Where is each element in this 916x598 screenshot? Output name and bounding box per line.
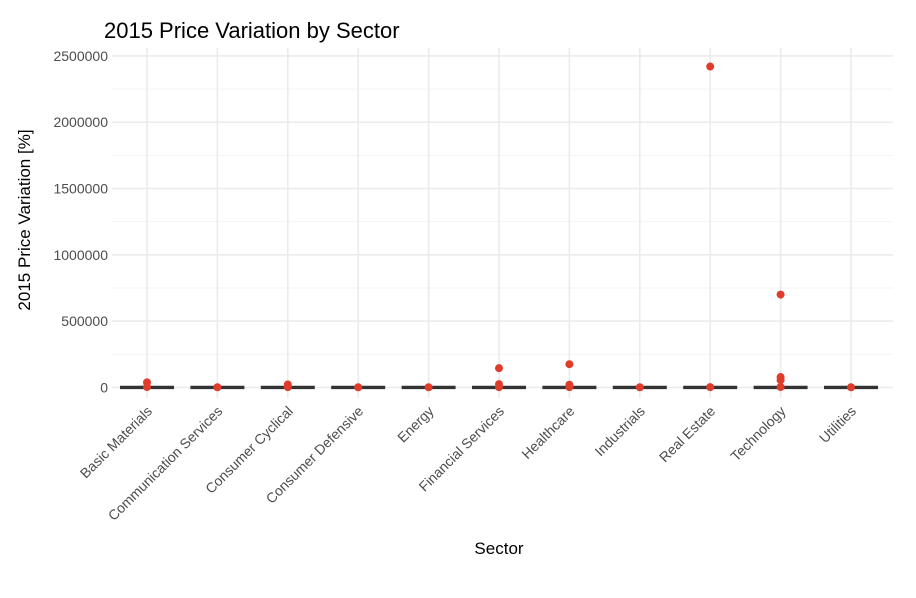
- y-tick-label: 0: [100, 379, 108, 395]
- data-point: [776, 376, 785, 385]
- data-point: [354, 383, 363, 392]
- grid: [112, 48, 893, 398]
- y-tick-label: 1500000: [53, 181, 108, 197]
- chart-title: 2015 Price Variation by Sector: [104, 18, 400, 43]
- x-axis-title: Sector: [474, 539, 523, 558]
- y-tick-label: 2500000: [53, 48, 108, 64]
- y-axis-title: 2015 Price Variation [%]: [15, 129, 34, 310]
- y-tick-label: 2000000: [53, 114, 108, 130]
- data-point: [283, 383, 292, 392]
- data-point: [565, 383, 574, 392]
- data-point: [565, 360, 574, 369]
- data-points: [143, 62, 855, 392]
- data-point: [635, 383, 644, 392]
- data-point: [706, 383, 715, 392]
- y-axis-ticks: 0 500000 1000000 1500000 2000000 2500000: [53, 48, 108, 395]
- x-tick-label: Communication Services: [105, 403, 226, 524]
- x-tick-label: Utilities: [816, 403, 859, 446]
- data-point: [847, 383, 855, 392]
- data-point: [706, 62, 715, 71]
- data-point: [424, 383, 433, 392]
- x-tick-label: Basic Materials: [77, 403, 155, 481]
- data-point: [213, 383, 222, 392]
- data-point: [143, 382, 151, 391]
- x-tick-label: Healthcare: [518, 403, 577, 462]
- data-point: [776, 382, 785, 391]
- data-point: [776, 290, 785, 299]
- x-tick-label: Industrials: [591, 403, 647, 459]
- x-tick-label: Real Estate: [656, 403, 719, 466]
- data-point: [495, 364, 503, 373]
- x-tick-label: Technology: [727, 403, 788, 464]
- y-tick-label: 500000: [61, 313, 108, 329]
- y-tick-label: 1000000: [53, 247, 108, 263]
- data-point: [495, 383, 503, 392]
- x-tick-label: Energy: [394, 403, 437, 446]
